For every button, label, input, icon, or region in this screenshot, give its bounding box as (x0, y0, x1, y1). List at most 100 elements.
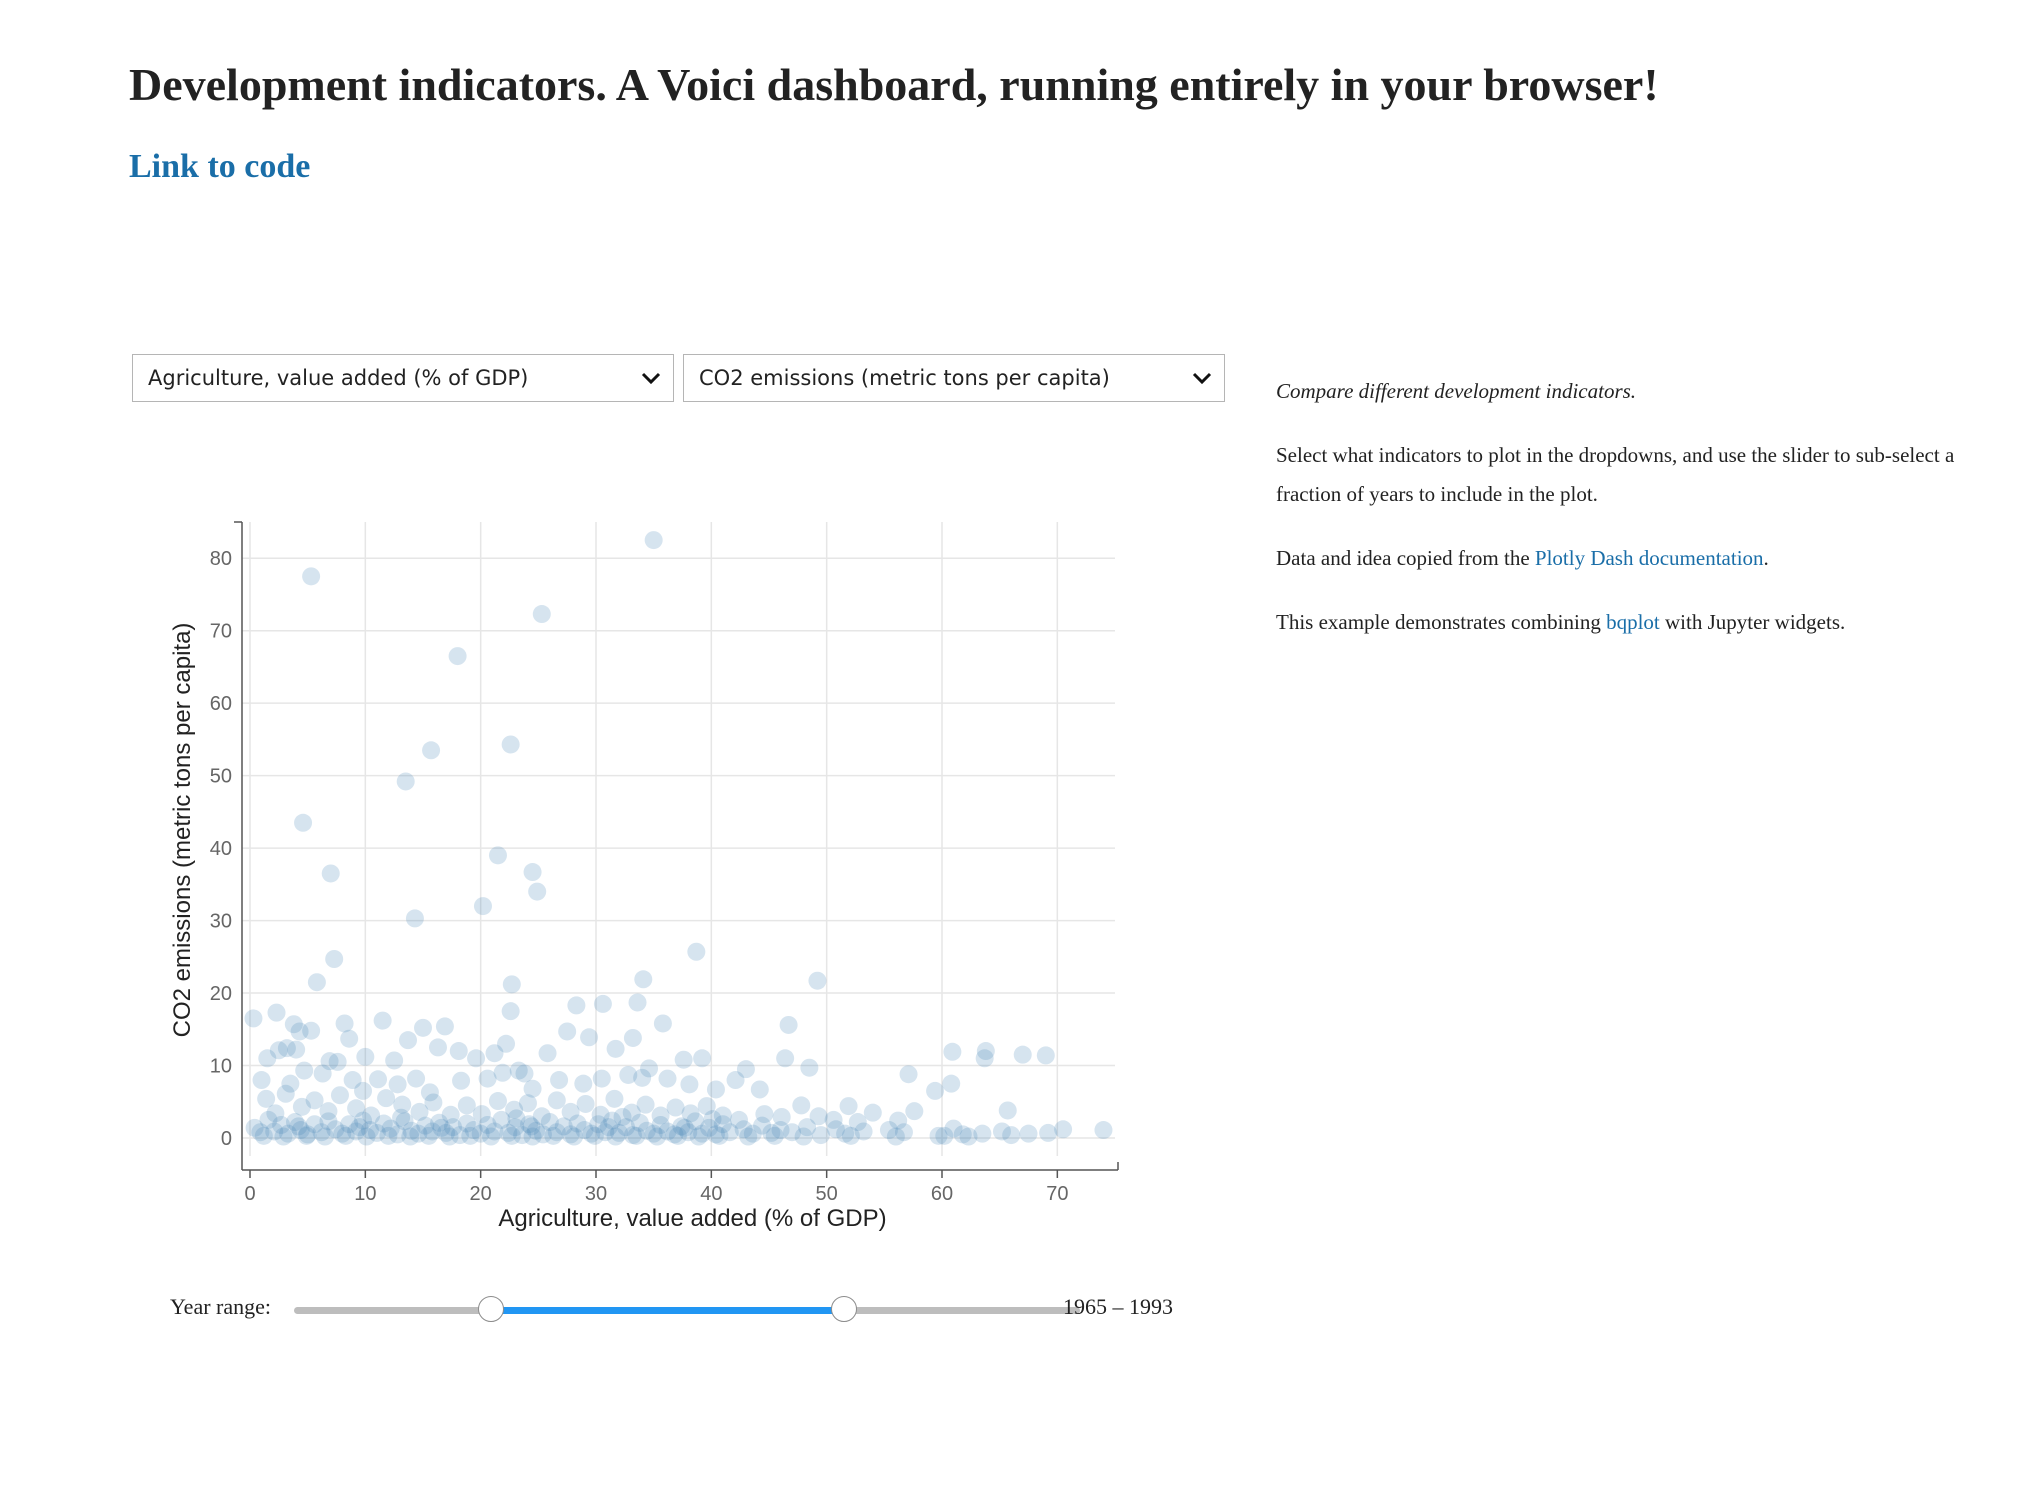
data-point (975, 1049, 994, 1068)
intro-emphasis: Compare different development indicators… (1276, 379, 1637, 403)
year-range-start-handle[interactable] (477, 1296, 504, 1322)
data-point (312, 1123, 331, 1142)
data-point (743, 1124, 762, 1143)
page-title: Development indicators. A Voici dashboar… (129, 59, 1659, 110)
data-point (493, 1063, 512, 1082)
y-tick-label: 50 (210, 766, 232, 788)
data-point (538, 1044, 557, 1063)
data-point (623, 1028, 642, 1047)
data-point (409, 1124, 428, 1143)
data-point (628, 993, 647, 1012)
data-point (374, 1114, 393, 1133)
data-point (1013, 1045, 1032, 1064)
data-point (357, 1127, 376, 1146)
data-point (488, 1092, 507, 1111)
data-point (313, 1064, 332, 1083)
data-point (244, 1009, 263, 1028)
data-point (430, 1113, 449, 1132)
data-point (515, 1064, 534, 1083)
data-point (674, 1050, 693, 1069)
data-point (522, 1117, 541, 1136)
data-point (320, 1052, 339, 1071)
data-point (644, 1124, 663, 1143)
data-point (730, 1110, 749, 1129)
data-point (252, 1071, 271, 1090)
x-indicator-dropdown[interactable]: Agriculture, value added (% of GDP) (132, 354, 674, 402)
data-point (399, 1031, 418, 1050)
data-point (461, 1126, 480, 1145)
data-point (992, 1122, 1011, 1141)
data-point (285, 1113, 304, 1132)
bqplot-link[interactable]: bqplot (1606, 610, 1660, 634)
data-point (944, 1119, 963, 1138)
data-point (424, 1093, 443, 1112)
data-point (593, 994, 612, 1013)
chevron-down-icon (629, 354, 673, 402)
data-point (294, 813, 313, 832)
data-point (533, 1125, 552, 1144)
data-point (441, 1105, 460, 1124)
y-tick-label: 30 (210, 911, 232, 933)
x-indicator-selected: Agriculture, value added (% of GDP) (148, 366, 529, 390)
data-point (373, 1011, 392, 1030)
data-point (762, 1123, 781, 1142)
data-point (750, 1080, 769, 1099)
data-point (755, 1105, 774, 1124)
x-axis-title: Agriculture, value added (% of GDP) (498, 1205, 886, 1232)
data-point (388, 1125, 407, 1144)
y-tick-label: 70 (210, 621, 232, 643)
data-point (679, 1123, 698, 1142)
data-point (467, 1049, 486, 1068)
data-point (610, 1123, 629, 1142)
data-point (482, 1127, 501, 1146)
data-point (544, 1126, 563, 1145)
data-point (848, 1113, 867, 1132)
data-point (245, 1118, 264, 1137)
data-point (328, 1052, 347, 1071)
x-tick-label: 70 (1046, 1183, 1068, 1205)
data-point (926, 1081, 945, 1100)
data-point (574, 1074, 593, 1093)
data-point (457, 1096, 476, 1115)
data-point (356, 1047, 375, 1066)
data-point (605, 1089, 624, 1108)
data-point (251, 1123, 270, 1142)
data-point (267, 1003, 286, 1022)
data-point (720, 1123, 739, 1142)
year-range-end-handle[interactable] (831, 1296, 858, 1322)
x-tick-label: 60 (931, 1183, 953, 1205)
x-tick-label: 40 (700, 1183, 722, 1205)
x-tick-label: 50 (816, 1183, 838, 1205)
data-point (616, 1118, 635, 1137)
y-tick-label: 0 (221, 1128, 232, 1150)
data-point (644, 531, 663, 550)
data-point (473, 897, 492, 916)
data-point (675, 1118, 694, 1137)
data-point (307, 973, 326, 992)
data-point (666, 1098, 685, 1117)
y-indicator-dropdown[interactable]: CO2 emissions (metric tons per capita) (683, 354, 1225, 402)
data-point (325, 949, 344, 968)
data-point (603, 1111, 622, 1130)
data-point (319, 1102, 338, 1121)
example-suffix: with Jupyter widgets. (1659, 610, 1846, 634)
plotly-dash-link[interactable]: Plotly Dash documentation (1534, 546, 1764, 570)
link-to-code[interactable]: Link to code (129, 148, 311, 185)
data-point (527, 1121, 546, 1140)
year-range-slider[interactable] (294, 1296, 1080, 1322)
data-point (295, 1061, 314, 1080)
scatter-chart[interactable]: 0 10 20 30 40 50 60 70 0 10 20 30 40 50 60 70 80 Agricul… (150, 500, 1130, 1240)
data-point (565, 1127, 584, 1146)
data-point (854, 1122, 873, 1141)
data-point (254, 1126, 273, 1145)
data-point (414, 1018, 432, 1037)
data-point (452, 1071, 471, 1090)
data-point (554, 1117, 573, 1136)
data-point (959, 1127, 978, 1146)
data-point (362, 1106, 381, 1125)
data-point (591, 1105, 610, 1124)
data-point (422, 741, 441, 760)
data-point (1019, 1124, 1038, 1143)
data-point (765, 1126, 784, 1145)
data-point (809, 1107, 828, 1126)
